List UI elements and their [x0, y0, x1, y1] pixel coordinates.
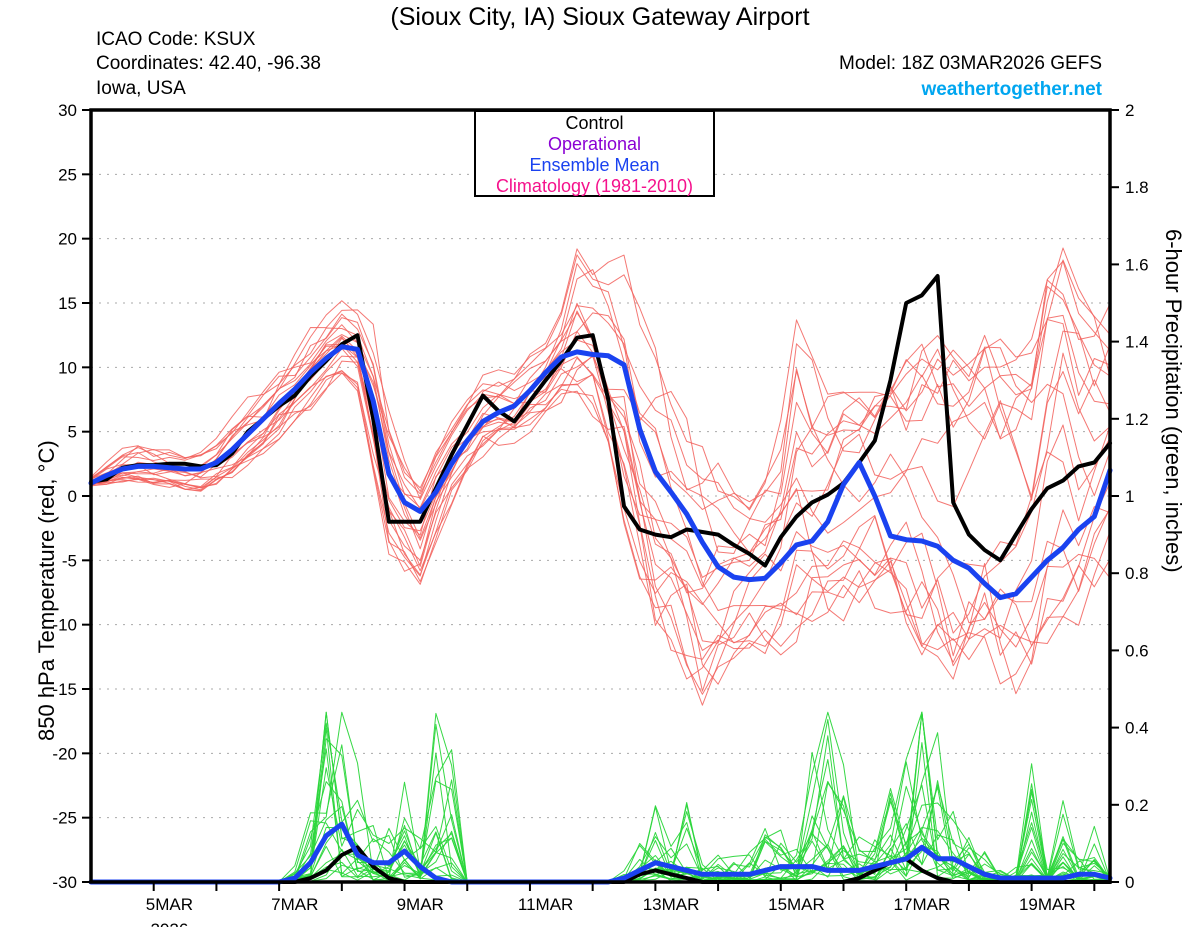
chart-line	[90, 711, 1111, 883]
chart-line	[90, 279, 1111, 594]
axis-frame-layer	[82, 108, 1119, 891]
chart-line	[90, 780, 1111, 883]
y-tick-label-left: -5	[62, 551, 77, 570]
legend-item-ensemble-mean: Ensemble Mean	[529, 155, 660, 175]
chart-line	[90, 324, 1111, 706]
y-tick-label-left: 30	[58, 101, 77, 120]
chart-line	[88, 344, 1113, 601]
chart-line	[90, 269, 1111, 611]
y-tick-label-left: -20	[52, 744, 77, 763]
model-run-label: Model: 18Z 03MAR2026 GEFS	[839, 53, 1102, 74]
chart-line	[90, 370, 1111, 695]
y-tick-label-left: -15	[52, 680, 77, 699]
page-title: (Sioux City, IA) Sioux Gateway Airport	[390, 3, 810, 31]
y-tick-label-left: 10	[58, 358, 77, 377]
chart-line	[90, 784, 1111, 883]
chart-line	[90, 711, 1111, 883]
y-tick-label-left: -10	[52, 616, 77, 635]
chart-line	[90, 785, 1111, 883]
x-axis-year-label: 2026	[150, 920, 188, 927]
y-tick-label-right: 1.4	[1125, 333, 1149, 352]
x-tick-label: 9MAR	[397, 895, 444, 914]
y-tick-label-right: 1.2	[1125, 410, 1149, 429]
chart-line	[90, 823, 1111, 883]
y-tick-label-right: 0.6	[1125, 641, 1149, 660]
icao-code-label: ICAO Code: KSUX	[96, 29, 256, 50]
precipitation-ensemble-layer	[90, 711, 1111, 883]
y-tick-label-left: 20	[58, 230, 77, 249]
y-tick-label-right: 1	[1125, 487, 1134, 506]
y-tick-label-right: 0.4	[1125, 719, 1149, 738]
legend-box: Control Operational Ensemble Mean Climat…	[474, 110, 715, 197]
y-tick-label-left: -30	[52, 873, 77, 892]
y-tick-label-right: 2	[1125, 101, 1134, 120]
website-link[interactable]: weathertogether.net	[921, 79, 1102, 100]
chart-line	[90, 327, 1111, 680]
y-tick-label-left: 0	[68, 487, 77, 506]
y-tick-label-left: 15	[58, 294, 77, 313]
chart-line	[90, 336, 1111, 660]
chart-line	[88, 821, 1113, 885]
chart-line	[90, 372, 1111, 680]
chart-line	[90, 347, 1111, 685]
chart-line	[90, 711, 1111, 883]
chart-line	[90, 247, 1111, 572]
axis-label-layer: -30 -25 -20 -15 -10 -5 0 5 10 15 20 25 30 0 0.2 0.4 0.6 0…	[52, 101, 1148, 927]
y-tick-label-left: 25	[58, 165, 77, 184]
temperature-ensemble-layer	[90, 247, 1111, 706]
x-tick-label: 15MAR	[768, 895, 825, 914]
grid-layer	[91, 173, 1110, 819]
y-tick-label-left: 5	[68, 423, 77, 442]
legend-item-operational: Operational	[547, 134, 642, 154]
y-tick-label-right: 0	[1125, 873, 1134, 892]
coordinates-label: Coordinates: 42.40, -96.38	[96, 53, 321, 74]
x-tick-label: 13MAR	[643, 895, 700, 914]
region-label: Iowa, USA	[96, 78, 186, 99]
chart-line	[90, 259, 1111, 605]
x-tick-label: 17MAR	[894, 895, 951, 914]
chart-line	[90, 254, 1111, 511]
temperature-main-lines	[88, 274, 1113, 601]
chart-line	[90, 263, 1111, 582]
precipitation-main-lines	[88, 821, 1113, 885]
x-tick-label: 19MAR	[1019, 895, 1076, 914]
y-tick-label-right: 0.2	[1125, 796, 1149, 815]
x-tick-label: 5MAR	[146, 895, 193, 914]
x-tick-label: 7MAR	[271, 895, 318, 914]
x-tick-label: 11MAR	[518, 895, 573, 914]
y-tick-label-right: 1.8	[1125, 178, 1149, 197]
y-tick-label-right: 1.6	[1125, 255, 1149, 274]
y-tick-label-right: 0.8	[1125, 564, 1149, 583]
y-tick-label-left: -25	[52, 809, 77, 828]
legend-item-control: Control	[565, 113, 624, 133]
legend-item-climatology: Climatology (1981-2010)	[495, 176, 694, 196]
chart-line	[90, 711, 1111, 883]
